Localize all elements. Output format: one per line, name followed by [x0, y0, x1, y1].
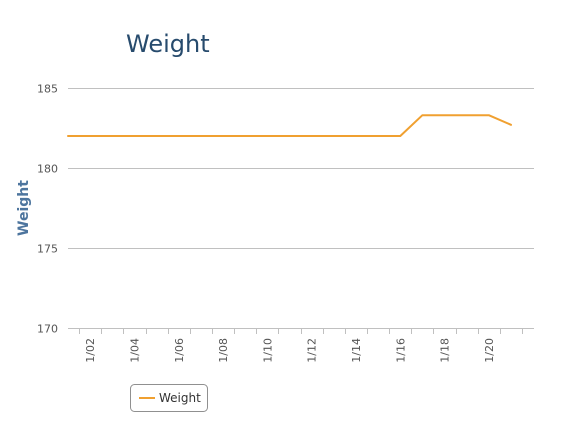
x-tick-label-1-10: 1/10 — [261, 338, 274, 363]
y-tick-label-185: 185 — [37, 83, 58, 96]
x-tick-label-1-18: 1/18 — [439, 338, 452, 363]
x-tick-label-1-04: 1/04 — [128, 338, 141, 363]
x-tick-label-1-12: 1/12 — [306, 338, 319, 363]
legend-label-weight: Weight — [159, 391, 201, 405]
y-axis-title: Weight — [16, 180, 32, 236]
series-line-weight[interactable] — [67, 114, 512, 137]
chart-title: Weight — [126, 30, 210, 58]
legend[interactable]: Weight — [130, 384, 208, 412]
grid-lines — [68, 88, 534, 329]
y-tick-label-170: 170 — [37, 323, 58, 336]
x-tick-label-1-16: 1/16 — [394, 338, 407, 363]
legend-box[interactable] — [130, 384, 208, 412]
x-tick-label-1-20: 1/20 — [483, 338, 496, 363]
x-axis-labels: 1/02 1/04 1/06 1/08 1/10 1/12 1/14 1/16 1/18 1/20 — [84, 338, 496, 363]
y-axis-labels: 170 175 180 185 — [37, 83, 58, 336]
x-tick-label-1-14: 1/14 — [350, 338, 363, 363]
x-tick-label-1-08: 1/08 — [217, 338, 230, 363]
y-tick-label-180: 180 — [37, 163, 58, 176]
x-tick-label-1-06: 1/06 — [173, 338, 186, 363]
series-layer — [67, 114, 512, 137]
y-tick-label-175: 175 — [37, 243, 58, 256]
x-tick-label-1-02: 1/02 — [84, 338, 97, 363]
x-axis — [79, 328, 523, 334]
